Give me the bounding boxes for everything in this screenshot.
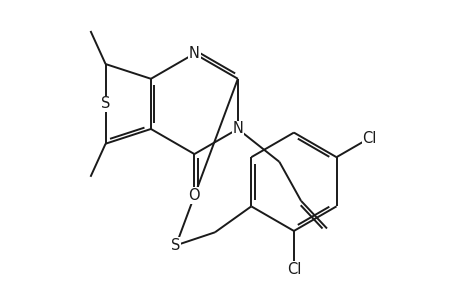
Text: S: S: [101, 96, 110, 111]
Text: Cl: Cl: [362, 130, 376, 146]
Text: S: S: [171, 238, 180, 253]
Text: Cl: Cl: [286, 262, 301, 277]
Text: N: N: [189, 46, 199, 61]
Text: O: O: [188, 188, 200, 203]
Text: N: N: [232, 122, 243, 136]
